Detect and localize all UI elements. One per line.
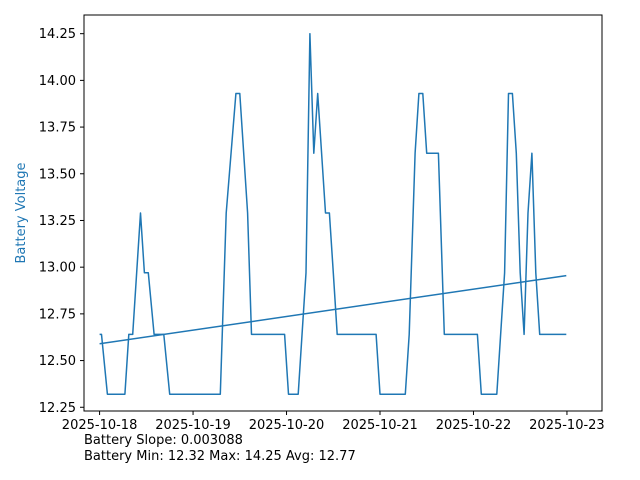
x-tick-label: 2025-10-20: [249, 418, 325, 433]
stats-caption: Battery Min: 12.32 Max: 14.25 Avg: 12.77: [84, 449, 356, 464]
axes-frame: [83, 14, 603, 412]
y-axis-label: Battery Voltage: [14, 162, 29, 263]
y-axis: 12.25 12.50 12.75 13.00 13.25 13.50 13.75 14.00…: [39, 27, 84, 416]
y-tick-label: 12.50: [39, 354, 76, 369]
x-tick-label: 2025-10-21: [342, 418, 418, 433]
slope-caption: Battery Slope: 0.003088: [84, 433, 243, 448]
y-tick-label: 12.75: [39, 307, 76, 322]
x-tick-label: 2025-10-18: [62, 418, 138, 433]
y-tick-label: 13.50: [39, 167, 76, 182]
x-tick-label: 2025-10-19: [155, 418, 231, 433]
plot-area: [99, 32, 567, 395]
y-tick-label: 13.25: [39, 214, 76, 229]
x-tick-label: 2025-10-23: [529, 418, 605, 433]
trend-line: [99, 274, 567, 345]
x-tick-label: 2025-10-22: [436, 418, 512, 433]
y-tick-label: 12.25: [39, 401, 76, 416]
voltage-series-line: [99, 32, 567, 395]
x-axis: 2025-10-18 2025-10-19 2025-10-20 2025-10-21…: [62, 411, 605, 433]
y-tick-label: 14.25: [39, 27, 76, 42]
y-tick-label: 14.00: [39, 74, 76, 89]
y-tick-label: 13.00: [39, 261, 76, 276]
y-tick-label: 13.75: [39, 121, 76, 136]
